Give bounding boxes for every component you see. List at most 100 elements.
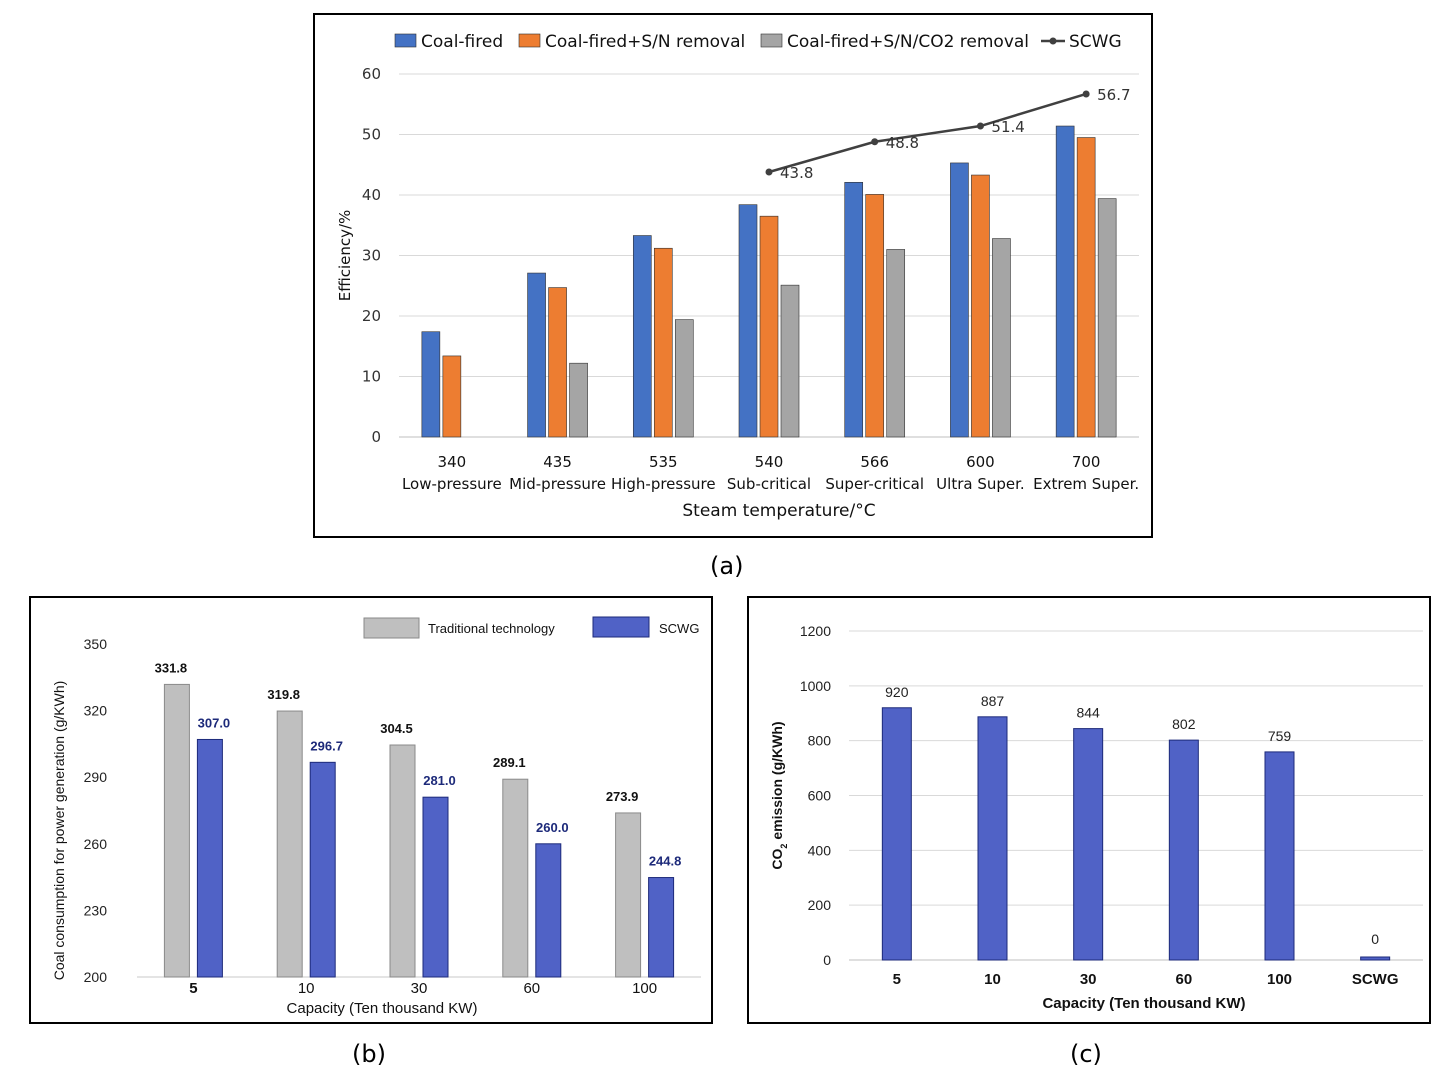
chart-b-bar xyxy=(422,796,449,978)
chart-c-panel: 0 200 400 600 800 1000 1200 920 5 887 10 844 30 802 60… xyxy=(747,596,1431,1024)
chart-b-data-label: 319.8 xyxy=(267,687,300,702)
chart-a-legend-swatch xyxy=(518,33,541,48)
chart-a-scwg-data-label: 43.8 xyxy=(780,164,813,182)
chart-b-bar xyxy=(648,877,675,978)
chart-b-data-label: 244.8 xyxy=(649,854,682,869)
chart-a-x-sublabel: Super-critical xyxy=(825,475,924,493)
chart-a-bar xyxy=(632,235,652,438)
chart-b-bar xyxy=(276,710,303,978)
chart-a-y-tick-label: 50 xyxy=(362,126,381,144)
chart-c-y-axis-title: CO2 emission (g/KWh) xyxy=(769,721,789,869)
chart-a-legend-swatch xyxy=(394,33,417,48)
chart-b-x-tick-label: 100 xyxy=(632,980,657,997)
chart-a-bar xyxy=(674,319,694,438)
chart-a-y-tick-label: 20 xyxy=(362,307,381,325)
chart-b-bar xyxy=(615,812,642,978)
caption-b: (b) xyxy=(352,1040,386,1068)
chart-b-data-label: 307.0 xyxy=(198,715,231,730)
chart-b-bar xyxy=(502,778,529,978)
chart-b-y-tick-label: 200 xyxy=(84,969,108,985)
chart-a-bar xyxy=(548,287,567,438)
chart-b-legend-label: Traditional technology xyxy=(428,621,555,636)
chart-b-bar xyxy=(389,744,416,978)
chart-a-bar xyxy=(1076,137,1096,438)
chart-b-y-tick-label: 230 xyxy=(84,902,108,918)
chart-b-x-tick-label: 30 xyxy=(411,980,428,997)
chart-a-legend-label: SCWG xyxy=(1069,32,1122,52)
caption-c: (c) xyxy=(1070,1040,1102,1068)
chart-a-legend-marker xyxy=(1049,37,1057,45)
chart-a-x-tick-label: 700 xyxy=(1072,453,1101,471)
chart-c-bar xyxy=(1264,751,1295,961)
chart-b-x-axis-title: Capacity (Ten thousand KW) xyxy=(287,1000,478,1017)
chart-a-bar xyxy=(844,181,864,438)
chart-c-x-tick-label: 10 xyxy=(984,971,1001,988)
chart-b-legend: Traditional technology SCWG xyxy=(363,616,699,639)
chart-a-panel: 0 10 20 30 40 50 60 340 Low-pressure 435 Mid-press… xyxy=(313,13,1153,538)
chart-a-scwg-point xyxy=(871,138,879,146)
chart-c-data-label: 844 xyxy=(1076,705,1100,721)
chart-a-scwg-line xyxy=(768,92,1087,174)
chart-a-x-tick-label: 600 xyxy=(966,453,995,471)
chart-a-scwg-data-label: 56.7 xyxy=(1097,86,1130,104)
chart-a-x-sublabel: Mid-pressure xyxy=(509,475,606,493)
chart-b: 200 230 260 290 320 350 331.8 307.0 5 319.8 296.7 1… xyxy=(51,616,701,1017)
chart-a-legend-label: Coal-fired+S/N removal xyxy=(545,32,745,52)
chart-c-y-tick-label: 0 xyxy=(823,952,831,968)
chart-c-x-tick-label: 30 xyxy=(1080,971,1097,988)
chart-b-data-label: 304.5 xyxy=(380,721,413,736)
chart-a-bar xyxy=(992,238,1011,438)
chart-a-bar xyxy=(886,249,906,438)
chart-a-legend-label: Coal-fired xyxy=(421,32,503,52)
chart-b-y-axis-title: Coal consumption for power generation (g… xyxy=(51,681,67,981)
chart-b-y-tick-label: 350 xyxy=(84,636,108,652)
chart-c-bar xyxy=(1360,956,1391,961)
chart-a-bar xyxy=(527,272,546,438)
chart-a-x-sublabel: Ultra Super. xyxy=(936,475,1025,493)
chart-b-data-label: 289.1 xyxy=(493,755,526,770)
chart-b-y-tick-label: 260 xyxy=(84,836,108,852)
chart-c-bar xyxy=(1073,728,1104,961)
chart-c-data-label: 759 xyxy=(1268,728,1292,744)
chart-c-x-tick-label: 100 xyxy=(1267,971,1292,988)
chart-a-bar xyxy=(865,194,885,438)
chart-b-data-label: 260.0 xyxy=(536,820,569,835)
chart-a-y-tick-label: 30 xyxy=(362,247,381,265)
chart-a-bar xyxy=(569,362,588,438)
chart-b-x-tick-label: 5 xyxy=(189,980,197,997)
chart-c-data-label: 887 xyxy=(981,693,1005,709)
chart-b-x-tick-label: 60 xyxy=(523,980,540,997)
chart-a-x-tick-label: 535 xyxy=(649,453,678,471)
chart-a-y-tick-label: 10 xyxy=(362,368,381,386)
chart-a-x-sublabel: Low-pressure xyxy=(402,475,502,493)
chart-a-legend: Coal-fired Coal-fired+S/N removal Coal-fir… xyxy=(394,32,1122,52)
chart-c-data-label: 0 xyxy=(1371,931,1379,947)
caption-a: (a) xyxy=(710,552,744,580)
chart-a-scwg-point xyxy=(765,168,773,176)
chart-c-y-tick-label: 1000 xyxy=(800,678,831,694)
chart-a-x-tick-label: 540 xyxy=(755,453,784,471)
chart-a-y-axis-title: Efficiency/% xyxy=(336,210,354,302)
chart-b-bar xyxy=(535,843,562,978)
chart-a-scwg-data-label: 48.8 xyxy=(886,134,919,152)
chart-c-y-tick-label: 400 xyxy=(808,842,832,858)
chart-a: 0 10 20 30 40 50 60 340 Low-pressure 435 Mid-press… xyxy=(336,32,1139,521)
chart-b-data-label: 281.0 xyxy=(423,773,456,788)
chart-a-scwg-data-label: 51.4 xyxy=(991,118,1024,136)
chart-b-data-label: 296.7 xyxy=(310,738,343,753)
chart-b-data-label: 273.9 xyxy=(606,789,639,804)
chart-c-x-tick-label: SCWG xyxy=(1352,971,1399,988)
chart-b-data-label: 331.8 xyxy=(155,660,188,675)
chart-c-x-axis-title: Capacity (Ten thousand KW) xyxy=(1042,995,1245,1012)
chart-a-bar xyxy=(759,215,779,438)
chart-a-bar xyxy=(442,355,462,438)
chart-a-x-axis-title: Steam temperature/°C xyxy=(682,501,875,521)
chart-c-x-tick-label: 5 xyxy=(893,971,901,988)
chart-a-bar xyxy=(738,204,758,438)
chart-c: 0200400600800100012009205887108443080260… xyxy=(769,623,1423,1012)
chart-a-bar xyxy=(971,174,990,438)
chart-c-y-tick-label: 200 xyxy=(808,897,832,913)
chart-a-y-tick-label: 40 xyxy=(362,186,381,204)
chart-a-x-sublabel: Sub-critical xyxy=(727,475,811,493)
chart-c-bar xyxy=(881,707,912,961)
